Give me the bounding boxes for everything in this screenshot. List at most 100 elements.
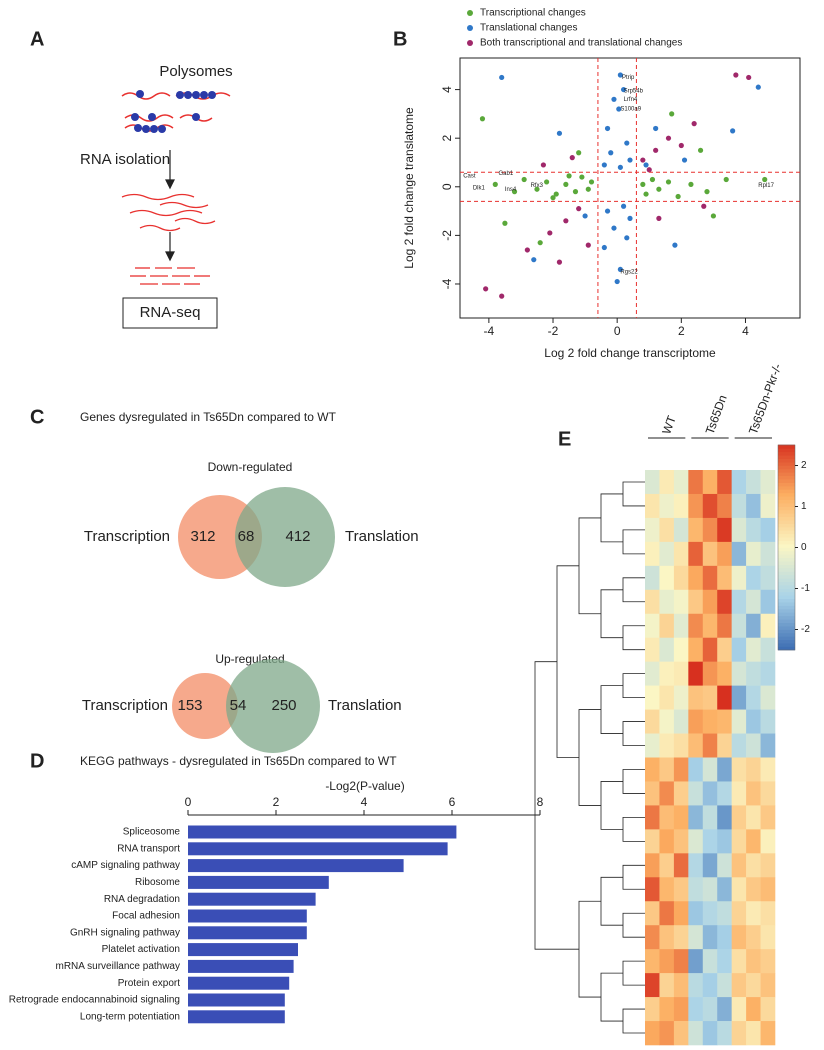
heat-cell xyxy=(688,685,704,710)
heat-cell xyxy=(746,637,761,662)
heat-cell xyxy=(746,757,761,782)
heat-cell xyxy=(688,493,704,519)
category-label: GnRH signaling pathway xyxy=(70,927,180,938)
colorbar-segment xyxy=(778,612,795,617)
heat-cell xyxy=(673,565,689,591)
dendrogram xyxy=(622,577,645,603)
gene-label: Rpl17 xyxy=(758,183,774,189)
point xyxy=(604,125,611,132)
venn-count: 412 xyxy=(285,528,310,545)
point xyxy=(665,135,672,141)
heat-cell xyxy=(717,637,732,662)
heat-cell xyxy=(659,661,675,686)
heat-cell xyxy=(688,853,704,878)
heat-cell xyxy=(717,805,732,830)
point xyxy=(556,259,563,265)
colorbar-segment xyxy=(778,499,795,504)
heat-cell xyxy=(746,781,761,806)
colorbar-segment xyxy=(778,465,795,470)
colorbar-segment xyxy=(778,454,795,459)
y-tick-label: 4 xyxy=(440,86,454,93)
heat-cell xyxy=(746,709,761,734)
heat-cell xyxy=(717,997,732,1022)
heat-cell xyxy=(659,997,675,1022)
point xyxy=(620,86,627,93)
dendrogram xyxy=(556,565,579,758)
gene-label: Lrfn4 xyxy=(624,97,638,103)
y-tick-label: -2 xyxy=(440,230,454,241)
heat-cell xyxy=(731,973,747,998)
heat-cell xyxy=(673,949,689,974)
venn-subtitle: Down-regulated xyxy=(208,460,293,474)
bar xyxy=(188,859,404,873)
group-label: Ts65Dn-Pkr-/- xyxy=(746,362,784,436)
heat-cell xyxy=(702,781,718,806)
heat-cell xyxy=(645,805,660,830)
group-label: WT xyxy=(659,413,679,436)
heat-cell xyxy=(673,805,689,830)
point xyxy=(640,157,646,163)
heat-cell xyxy=(645,709,660,734)
heat-cell xyxy=(717,757,732,782)
colorbar-segment xyxy=(778,615,795,620)
colorbar-segment xyxy=(778,472,795,477)
gene-label: Srp54b xyxy=(624,88,644,94)
heat-cell xyxy=(645,493,660,519)
dendrogram xyxy=(600,876,623,926)
heat-cell xyxy=(731,997,747,1022)
colorbar-segment xyxy=(778,595,795,600)
point xyxy=(563,218,569,224)
venn-label: Transcription xyxy=(84,528,170,545)
heat-cell xyxy=(731,853,747,878)
colorbar-segment xyxy=(778,482,795,487)
point xyxy=(547,230,553,236)
heat-cell xyxy=(645,541,660,567)
bar xyxy=(188,943,298,957)
colorbar-label: 2 xyxy=(801,460,807,471)
heat-cell xyxy=(645,781,660,806)
heat-cell xyxy=(673,733,689,758)
heat-cell xyxy=(673,493,689,519)
category-label: Long-term potentiation xyxy=(80,1011,180,1022)
colorbar-segment xyxy=(778,598,795,603)
heat-cell xyxy=(760,589,776,615)
y-axis-label: Log 2 fold change translatome xyxy=(402,107,416,269)
heat-cell xyxy=(702,589,718,615)
point xyxy=(499,293,505,299)
heat-cell xyxy=(731,637,747,662)
venn-label: Transcription xyxy=(82,697,168,714)
point xyxy=(701,203,707,209)
point xyxy=(681,157,688,163)
heat-cell xyxy=(746,565,761,591)
heat-cell xyxy=(702,470,718,495)
colorbar-segment xyxy=(778,530,795,535)
heat-cell xyxy=(760,853,776,878)
category-label: RNA degradation xyxy=(104,894,180,905)
dendrogram xyxy=(600,589,623,639)
heat-cell xyxy=(717,973,732,998)
heat-cell xyxy=(673,901,689,926)
heat-cell xyxy=(702,733,718,758)
heat-cell xyxy=(659,829,675,854)
colorbar-segment xyxy=(778,636,795,641)
heat-cell xyxy=(760,733,776,758)
heat-cell xyxy=(688,781,704,806)
point xyxy=(588,179,595,185)
point xyxy=(579,174,585,180)
heat-cell xyxy=(645,1021,660,1046)
heat-cell xyxy=(659,925,675,950)
heat-cell xyxy=(645,661,660,686)
heat-cell xyxy=(760,925,776,950)
heat-cell xyxy=(731,541,747,567)
colorbar-segment xyxy=(778,478,795,483)
dendrogram xyxy=(534,661,579,950)
heat-cell xyxy=(717,470,732,495)
heat-cell xyxy=(659,541,675,567)
heat-cell xyxy=(731,493,747,519)
heat-cell xyxy=(659,517,675,543)
colorbar-segment xyxy=(778,526,795,531)
point xyxy=(601,244,607,251)
colorbar-label: 1 xyxy=(801,501,807,512)
heat-cell xyxy=(673,541,689,567)
